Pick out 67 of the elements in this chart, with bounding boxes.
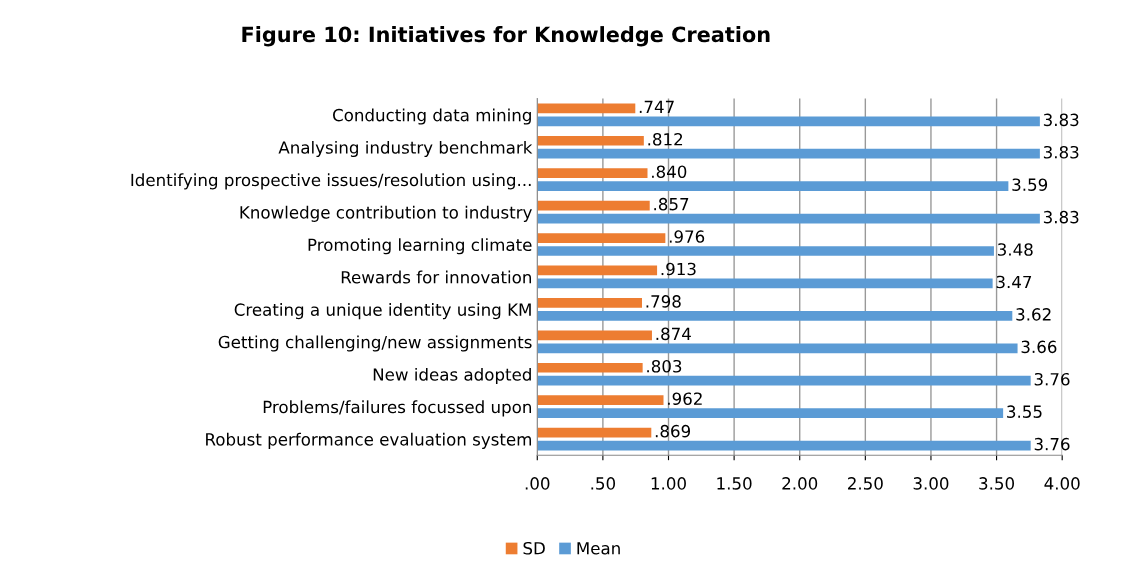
bar — [537, 408, 1004, 419]
data-label: 3.59 — [1012, 178, 1048, 191]
bar — [537, 440, 1031, 451]
bar — [537, 311, 1013, 321]
data-label: .803 — [647, 359, 682, 373]
data-label: .812 — [648, 132, 683, 146]
bar — [537, 168, 648, 179]
bar — [537, 200, 650, 211]
bar — [537, 375, 1031, 386]
data-label: .874 — [656, 327, 691, 341]
bar — [537, 343, 1018, 354]
x-tick-label: 2.50 — [848, 477, 883, 490]
x-tick-label: .00 — [525, 477, 550, 490]
data-label: 3.55 — [1007, 405, 1042, 418]
y-tick-label: Rewards for innovation — [341, 270, 531, 284]
x-tick-label: 3.50 — [979, 477, 1015, 490]
bar — [537, 233, 666, 243]
bar — [537, 330, 652, 341]
bar — [537, 181, 1009, 192]
y-tick-label: Problems/failures focussed upon — [263, 400, 531, 417]
bar — [537, 116, 1040, 127]
x-tick-label: 2.00 — [782, 477, 818, 490]
bar — [537, 135, 644, 146]
data-label: .798 — [646, 295, 681, 308]
bar — [537, 298, 642, 308]
y-tick-label: Analysing industry benchmark — [278, 140, 533, 158]
data-label: 3.47 — [996, 275, 1032, 289]
y-tick-label: New ideas adopted — [373, 367, 531, 385]
data-label: .962 — [668, 392, 702, 406]
data-label: 3.83 — [1043, 210, 1079, 224]
data-label: .913 — [661, 262, 696, 276]
data-label: .840 — [652, 165, 687, 179]
data-label: .869 — [655, 424, 691, 438]
bar — [537, 246, 994, 256]
data-label: .976 — [669, 230, 705, 243]
legend-label: SD — [523, 541, 545, 555]
bar — [537, 265, 658, 276]
x-tick-label: 4.00 — [1044, 477, 1080, 490]
x-tick-label: .50 — [591, 477, 616, 490]
y-tick-label: Identifying prospective issues/resolution using... — [131, 173, 531, 190]
bar — [537, 362, 643, 373]
data-label: 3.76 — [1034, 437, 1070, 451]
chart-title: Figure 10: Initiatives for Knowledge Creation — [242, 26, 770, 47]
bar — [537, 103, 636, 114]
x-tick-label: 1.00 — [651, 477, 686, 490]
bar — [537, 278, 993, 289]
y-tick-label: Knowledge contribution to industry — [240, 205, 532, 222]
y-tick-label: Creating a unique identity using KM — [234, 303, 531, 320]
y-tick-label: Promoting learning climate — [308, 238, 532, 255]
data-label: 3.76 — [1034, 372, 1070, 386]
y-tick-label: Getting challenging/new assignments — [218, 335, 532, 352]
x-tick-label: 1.50 — [717, 477, 752, 490]
legend-label: Mean — [577, 542, 620, 555]
data-label: 3.62 — [1016, 308, 1051, 321]
bar — [537, 427, 652, 438]
y-tick-label: Conducting data mining — [333, 108, 531, 125]
data-label: .857 — [654, 197, 689, 211]
x-tick-label: 3.00 — [913, 477, 949, 490]
bar — [537, 395, 664, 406]
y-tick-label: Robust performance evaluation system — [206, 432, 531, 449]
data-label: 3.83 — [1043, 145, 1079, 159]
data-label: 3.66 — [1021, 340, 1057, 354]
data-label: 3.83 — [1043, 113, 1079, 127]
data-label: 3.48 — [997, 243, 1033, 256]
bar — [537, 148, 1040, 159]
bar — [537, 213, 1040, 224]
data-label: .747 — [639, 100, 674, 113]
